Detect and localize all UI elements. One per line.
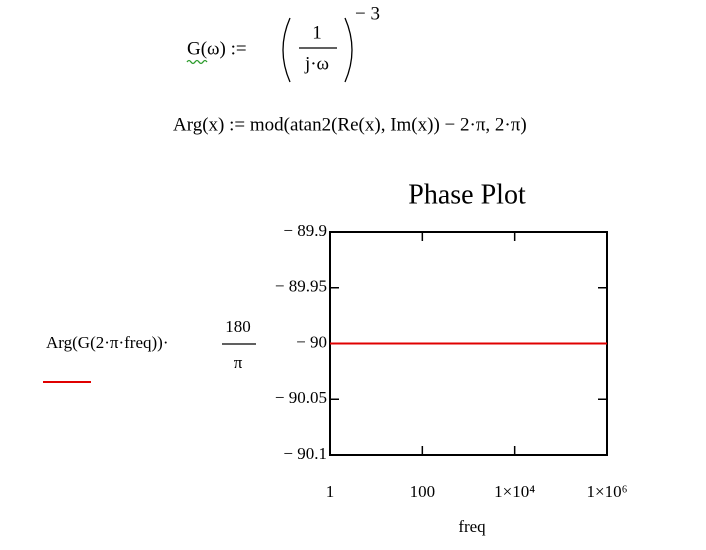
y-tick-label: − 89.95 xyxy=(275,277,327,296)
y-axis-label-numerator: 180 xyxy=(225,317,251,336)
formula: Arg(x) := mod(atan2(Re(x), Im(x)) − 2·π,… xyxy=(173,114,527,135)
x-axis-label: freq xyxy=(458,517,486,536)
y-axis-label: Arg(G(2·π·freq))· xyxy=(46,333,169,352)
formula-lhs: G(ω) := xyxy=(187,38,247,59)
paren-right xyxy=(344,17,353,83)
chart-title: Phase Plot xyxy=(408,179,526,210)
formula-numerator: 1 xyxy=(312,22,322,43)
y-tick-label: − 89.9 xyxy=(283,221,327,240)
y-tick-label: − 90.1 xyxy=(283,444,327,463)
y-axis-label-denominator: π xyxy=(234,353,243,372)
y-tick-label: − 90.05 xyxy=(275,388,327,407)
x-tick-label: 1×10⁶ xyxy=(586,482,627,501)
spell-squiggle xyxy=(186,59,208,65)
x-tick-label: 1 xyxy=(326,482,335,501)
formula-exponent: − 3 xyxy=(355,3,380,24)
x-tick-label: 100 xyxy=(410,482,436,501)
y-tick-label: − 90 xyxy=(296,332,327,351)
x-tick-label: 1×10⁴ xyxy=(494,482,535,501)
formula-denominator: j·ω xyxy=(304,53,329,74)
paren-left xyxy=(282,17,291,83)
